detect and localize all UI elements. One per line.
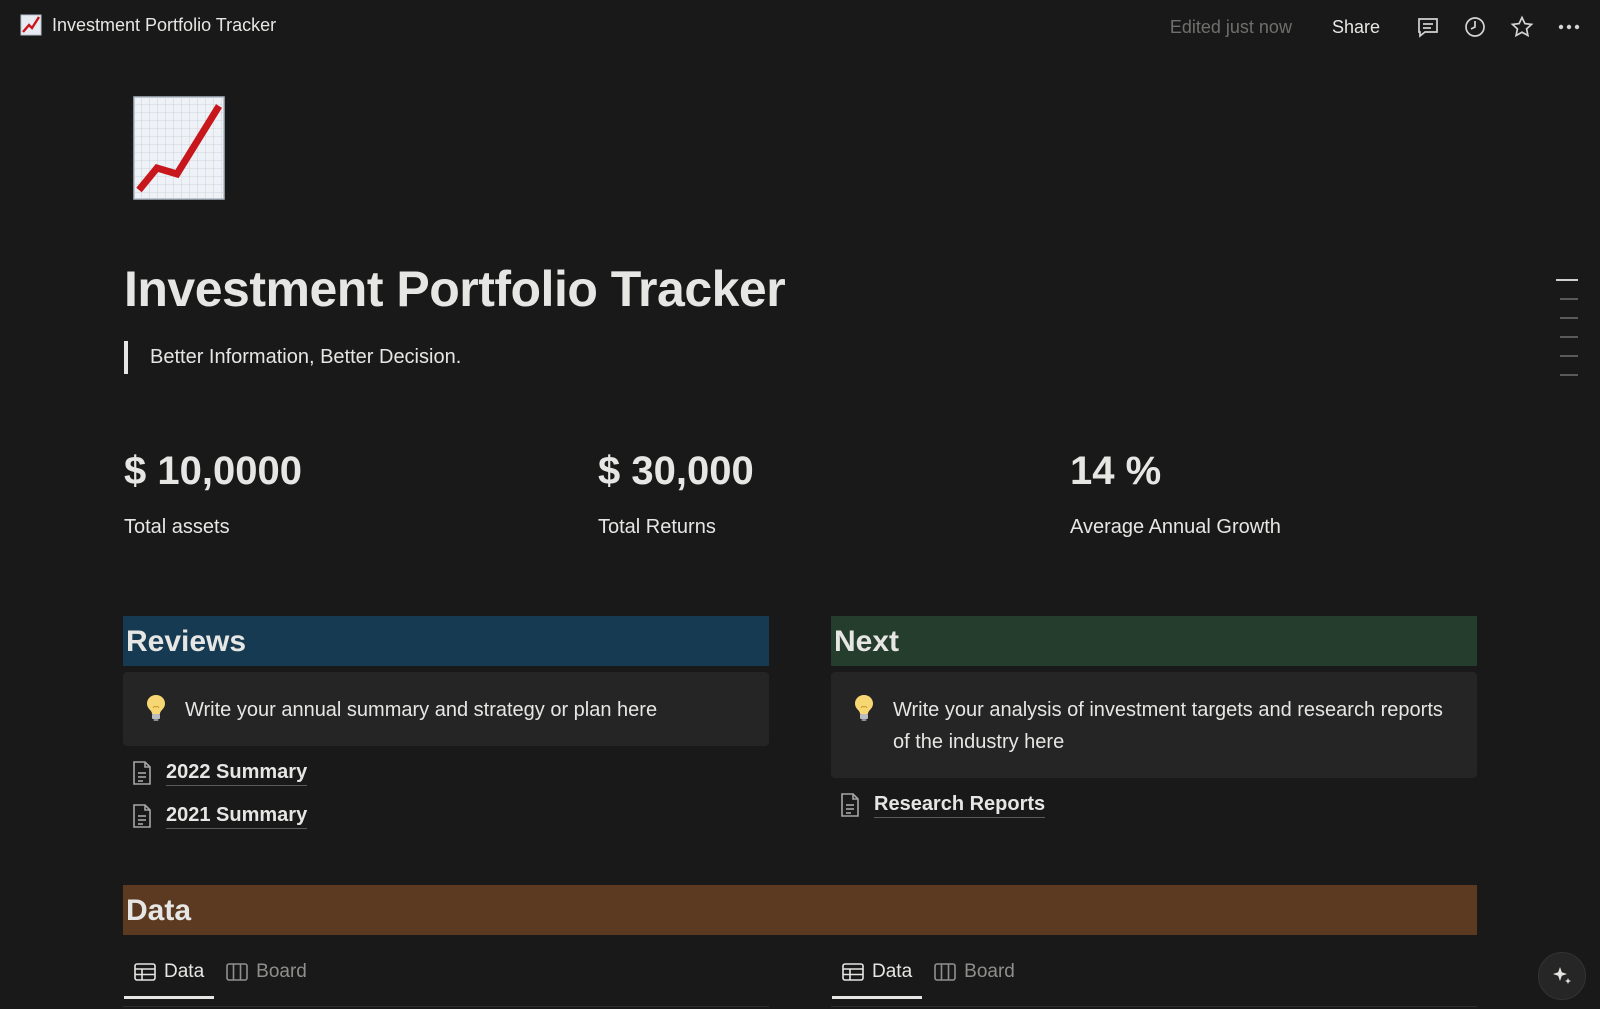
reviews-callout[interactable]: Write your annual summary and strategy o…: [123, 672, 769, 746]
document-icon: [133, 804, 151, 828]
left-view-tabs: Data Board: [124, 955, 319, 1009]
right-view-tabs: Data Board: [832, 955, 1027, 1009]
reviews-heading: Reviews: [123, 616, 769, 666]
tab-board[interactable]: Board: [216, 955, 317, 989]
comment-icon[interactable]: [1411, 10, 1445, 44]
page-link-label: 2021 Summary: [166, 804, 308, 829]
stat-value: 14 %: [1070, 449, 1162, 493]
tab-divider: [831, 1006, 1477, 1007]
toc-marker[interactable]: [1556, 279, 1578, 281]
stat-total-returns: $ 30,000 Total Returns: [598, 448, 754, 539]
stat-value: $ 30,000: [598, 449, 754, 493]
callout-text: Write your analysis of investment target…: [893, 699, 1443, 753]
ai-assistant-button[interactable]: [1538, 952, 1586, 1000]
stat-total-assets: $ 10,0000 Total assets: [124, 448, 302, 539]
toc-marker[interactable]: [1560, 298, 1578, 300]
stat-value: $ 10,0000: [124, 449, 302, 493]
tab-label: Data: [872, 961, 913, 982]
next-callout[interactable]: Write your analysis of investment target…: [831, 672, 1477, 778]
board-icon: [226, 963, 248, 981]
sparkle-icon: [1553, 967, 1571, 984]
table-icon: [134, 963, 156, 981]
page-link-2022-summary[interactable]: 2022 Summary: [130, 760, 308, 786]
board-icon: [934, 963, 956, 981]
breadcrumb[interactable]: Investment Portfolio Tracker: [20, 14, 276, 36]
page-title: Investment Portfolio Tracker: [124, 261, 786, 317]
tab-board[interactable]: Board: [924, 955, 1025, 989]
page-link-2021-summary[interactable]: 2021 Summary: [130, 803, 308, 829]
document-icon: [841, 793, 859, 817]
table-of-contents[interactable]: [1556, 279, 1582, 393]
lightbulb-icon: [855, 695, 873, 721]
toc-marker[interactable]: [1560, 336, 1578, 338]
page-link-research-reports[interactable]: Research Reports: [838, 792, 1046, 818]
stat-label: Average Annual Growth: [1070, 516, 1281, 538]
tab-label: Board: [256, 961, 307, 982]
stat-label: Total assets: [124, 516, 230, 538]
stat-average-growth: 14 % Average Annual Growth: [1070, 448, 1281, 539]
tab-data[interactable]: Data: [832, 955, 923, 999]
breadcrumb-title: Investment Portfolio Tracker: [52, 14, 277, 35]
share-button[interactable]: Share: [1331, 16, 1380, 37]
top-bar: Investment Portfolio Tracker Edited just…: [0, 0, 1600, 54]
star-icon[interactable]: [1505, 10, 1539, 44]
tab-label: Board: [964, 961, 1015, 982]
tab-divider: [123, 1006, 769, 1007]
stat-label: Total Returns: [598, 516, 716, 538]
more-icon[interactable]: [1552, 10, 1586, 44]
data-heading: Data: [123, 885, 1477, 935]
tab-data[interactable]: Data: [124, 955, 215, 999]
toc-marker[interactable]: [1560, 374, 1578, 376]
edited-status: Edited just now: [1169, 16, 1292, 37]
quote-block: Better Information, Better Decision.: [124, 341, 461, 374]
document-icon: [133, 761, 151, 785]
toc-marker[interactable]: [1560, 355, 1578, 357]
tab-label: Data: [164, 961, 205, 982]
page-icon[interactable]: [133, 96, 225, 200]
toc-marker[interactable]: [1560, 317, 1578, 319]
page-link-label: 2022 Summary: [166, 761, 308, 786]
lightbulb-icon: [147, 695, 165, 721]
chart-increasing-icon: [20, 14, 42, 36]
table-icon: [842, 963, 864, 981]
clock-icon[interactable]: [1458, 10, 1492, 44]
callout-text: Write your annual summary and strategy o…: [185, 699, 658, 721]
next-heading: Next: [831, 616, 1477, 666]
page-link-label: Research Reports: [874, 793, 1046, 818]
